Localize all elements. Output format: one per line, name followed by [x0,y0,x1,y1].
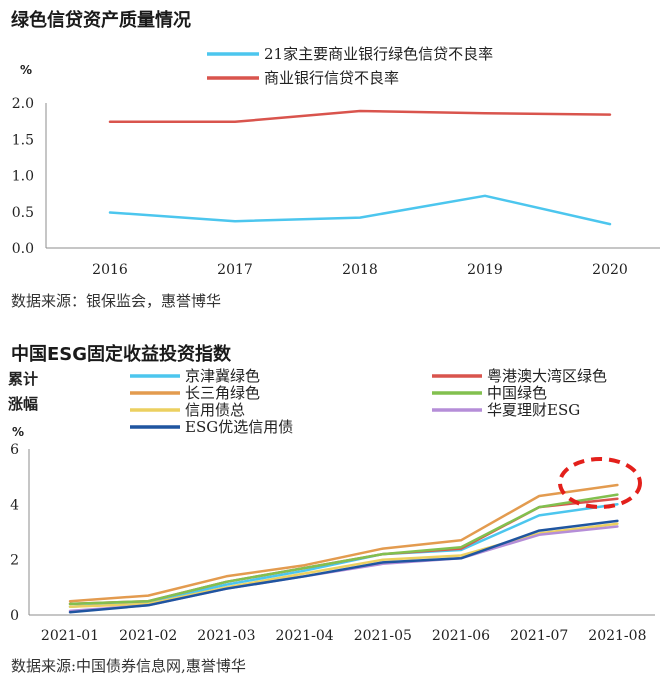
chart2-series-line-2 [68,483,619,603]
chart1-x-tick: 2020 [592,262,628,278]
chart2-legend-label-4: 信用债总 [185,401,245,419]
chart2-x-tick: 2021-01 [41,628,99,644]
chart2-legend-label-3: 中国绿色 [487,384,547,402]
chart2-legend-label-2: 长三角绿色 [185,384,260,402]
chart1-y-tick: 1.5 [12,132,34,148]
chart1-y-tick: 1.0 [12,169,34,185]
chart2-y-tick: 4 [10,497,19,513]
chart1-y-tick: 2.0 [12,96,34,112]
chart1-source: 数据来源：银保监会，惠誉博华 [11,292,222,310]
highlight-ellipse [558,457,642,509]
chart2-series-line-1 [68,497,619,606]
chart2-y-tick: 6 [10,442,19,458]
chart2-x-tick: 2021-03 [197,628,255,644]
chart1-legend-label-1: 商业银行信贷不良率 [264,69,399,87]
chart2-x-tick: 2021-08 [588,628,646,644]
chart2-unit-label: % [12,425,24,439]
chart2-x-tick: 2021-07 [510,628,568,644]
chart1-series-line-1 [108,109,612,124]
chart2-legend-label-0: 京津冀绿色 [185,367,260,385]
chart1-title: 绿色信贷资产质量情况 [11,10,191,31]
chart2-ylabel-line2: 涨幅 [8,395,38,413]
chart2-y-tick: 0 [10,608,19,624]
chart2-title: 中国ESG固定收益投资指数 [11,344,232,365]
chart2-series-line-6 [68,519,619,614]
chart2-x-tick: 2021-04 [276,628,334,644]
chart1-x-tick: 2016 [92,262,128,278]
chart1-y-tick: 0.0 [12,241,34,257]
chart2-x-tick: 2021-06 [432,628,490,644]
chart2-legend-label-5: 华夏理财ESG [487,401,580,419]
chart1-legend-label-0: 21家主要商业银行绿色信贷不良率 [264,45,493,63]
chart2-y-tick: 2 [10,553,19,569]
chart1-x-tick: 2019 [467,262,503,278]
chart1-x-tick: 2018 [342,262,378,278]
chart1-x-tick: 2017 [217,262,253,278]
chart2-legend-label-1: 粤港澳大湾区绿色 [487,367,607,385]
chart2-series-line-0 [68,503,619,608]
chart1-unit-label: % [20,63,32,77]
chart2-series-line-4 [68,522,619,608]
chart2-x-tick: 2021-05 [354,628,412,644]
chart2-legend-label-6: ESG优选信用债 [185,418,293,436]
chart2-series-line-3 [68,493,619,606]
chart2-x-tick: 2021-02 [119,628,177,644]
chart2-ylabel-line1: 累计 [8,370,38,388]
chart1-y-tick: 0.5 [12,205,34,221]
chart1-series-line-0 [108,194,612,226]
chart2-source: 数据来源:中国债券信息网,惠誉博华 [11,657,246,675]
